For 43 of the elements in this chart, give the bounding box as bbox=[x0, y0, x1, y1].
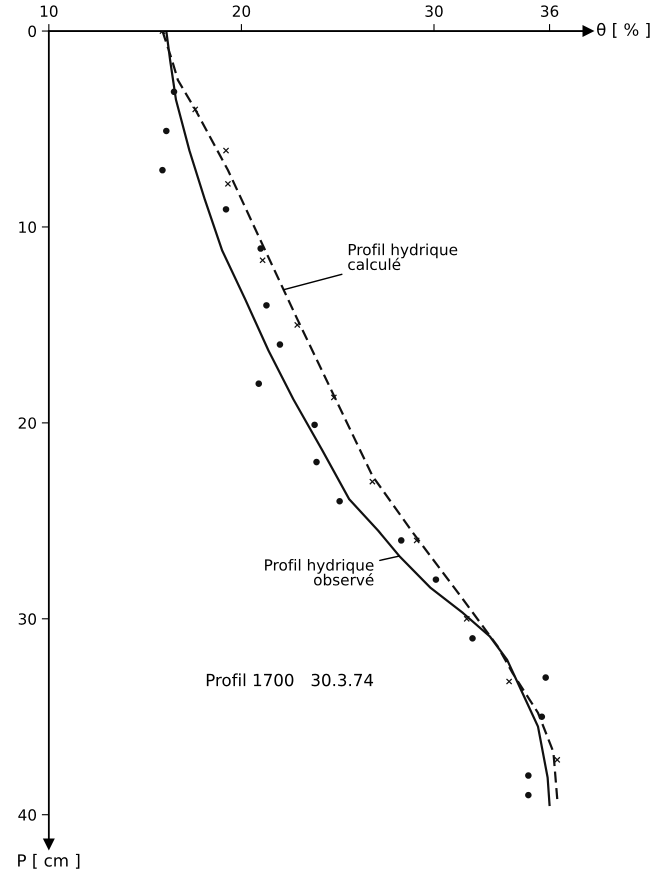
y-tick-label: 0 bbox=[28, 26, 36, 38]
y-tick-label: 30 bbox=[18, 613, 36, 625]
point bbox=[263, 302, 270, 309]
point bbox=[525, 792, 532, 798]
point bbox=[294, 322, 300, 328]
point bbox=[257, 245, 264, 252]
y-tick-label: 10 bbox=[19, 221, 36, 233]
x-tick-label: 20 bbox=[232, 5, 250, 17]
point bbox=[525, 772, 532, 779]
point bbox=[259, 257, 266, 264]
point bbox=[276, 341, 284, 348]
x-tick-label: 36 bbox=[540, 5, 558, 17]
point bbox=[432, 576, 440, 583]
point bbox=[330, 394, 338, 401]
point bbox=[222, 206, 230, 213]
annotation: Profil hydrique observé bbox=[265, 558, 374, 586]
point bbox=[224, 180, 232, 188]
point bbox=[413, 537, 420, 544]
point bbox=[506, 678, 512, 685]
x-axis-title: θ [ % ] bbox=[597, 22, 650, 38]
point bbox=[336, 498, 343, 504]
annotation: Profil 1700 30.3.74 bbox=[206, 673, 374, 686]
annotation: Profil hydrique calculé bbox=[348, 244, 458, 270]
point bbox=[192, 106, 198, 113]
point bbox=[311, 422, 318, 428]
point bbox=[469, 635, 476, 642]
point bbox=[538, 713, 546, 720]
x-tick-label: 10 bbox=[40, 5, 58, 17]
point bbox=[542, 674, 549, 681]
y-tick-label: 40 bbox=[18, 809, 36, 821]
y-tick-label: 20 bbox=[18, 417, 36, 429]
point bbox=[313, 458, 320, 466]
y-axis-title: P [ cm ] bbox=[18, 854, 80, 869]
point bbox=[554, 756, 560, 764]
x-tick-label: 30 bbox=[425, 5, 443, 17]
point bbox=[464, 616, 470, 622]
point bbox=[222, 147, 230, 154]
point bbox=[170, 88, 178, 96]
point bbox=[163, 128, 170, 134]
point bbox=[255, 380, 262, 387]
point bbox=[369, 478, 376, 485]
point bbox=[398, 537, 405, 544]
point bbox=[159, 166, 166, 174]
